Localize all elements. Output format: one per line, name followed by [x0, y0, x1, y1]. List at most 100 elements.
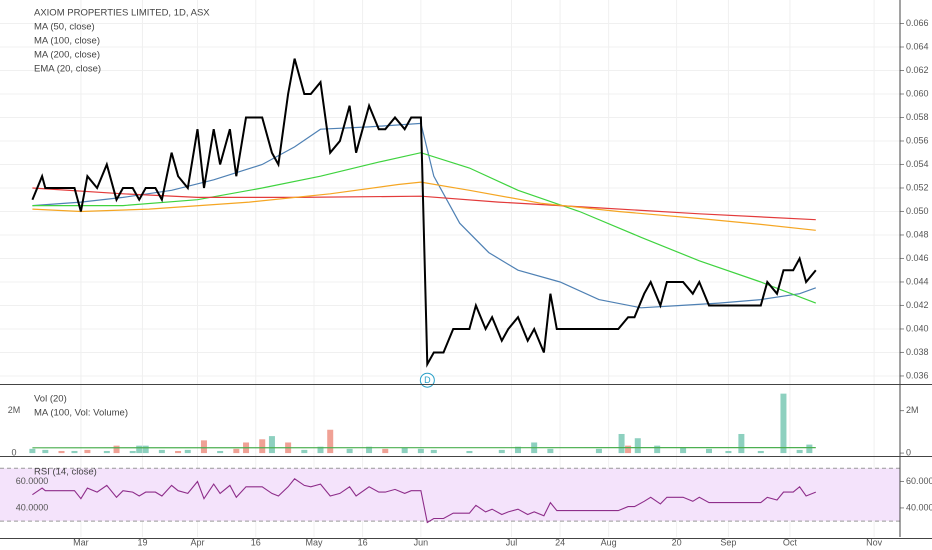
volume-bar [259, 439, 266, 454]
y-tick-label-left: 40.0000 [16, 502, 49, 512]
volume-bar [618, 433, 625, 454]
volume-bar [317, 446, 324, 454]
legend-entry: EMA (20, close) [34, 64, 101, 75]
volume-bar [233, 448, 240, 454]
y-tick-label: 0 [906, 447, 911, 457]
legend-entry: MA (50, close) [34, 22, 95, 33]
volume-bar [595, 448, 602, 454]
annotation-label: D [424, 375, 431, 385]
volume-bar [498, 449, 505, 454]
main-line [31, 58, 817, 368]
volume-bar [401, 447, 408, 454]
volume-bar [806, 444, 813, 454]
volume-bar [103, 450, 110, 454]
y-tick-label: 0.038 [906, 347, 929, 357]
y-tick-label: 0.046 [906, 253, 929, 263]
main-line [32, 478, 817, 524]
volume-bar [129, 450, 136, 454]
y-tick-label: 0.066 [906, 18, 929, 28]
x-tick-label: Sep [720, 537, 736, 547]
rsi-band [0, 468, 900, 522]
volume-bar [514, 446, 521, 454]
y-tick-label: 0.048 [906, 229, 929, 239]
y-tick-label-left: 0 [11, 447, 16, 457]
x-tick-label: Nov [866, 537, 883, 547]
volume-bar [780, 393, 787, 454]
volume-bar [58, 450, 65, 454]
volume-bar [217, 450, 224, 454]
ma-line [32, 187, 816, 221]
volume-bar [184, 449, 191, 454]
volume-bar [71, 450, 78, 454]
legend-entry: MA (100, close) [34, 36, 100, 47]
y-tick-label: 0.056 [906, 135, 929, 145]
y-tick-label: 0.064 [906, 41, 929, 51]
volume-bar [346, 448, 353, 454]
legend-entry: MA (200, close) [34, 50, 100, 61]
x-tick-label: May [306, 537, 324, 547]
y-tick-label: 0.054 [906, 159, 929, 169]
x-tick-label: Jul [506, 537, 518, 547]
y-tick-label: 0.036 [906, 370, 929, 380]
x-tick-label: Apr [190, 537, 204, 547]
volume-bar [430, 449, 437, 454]
x-tick-label: 19 [137, 537, 147, 547]
volume-bar [327, 429, 334, 454]
x-tick-label: 16 [251, 537, 261, 547]
panel-title: RSI (14, close) [34, 467, 97, 478]
y-tick-label: 0.052 [906, 182, 929, 192]
volume-bar [796, 449, 803, 454]
volume-bar [725, 450, 732, 454]
y-tick-label: 60.0000 [906, 476, 932, 486]
panel-title: AXIOM PROPERTIES LIMITED, 1D, ASX [34, 8, 210, 19]
panel-title: Vol (20) [34, 394, 67, 405]
x-tick-label: 24 [555, 537, 565, 547]
volume-bar [42, 449, 49, 454]
y-tick-label: 0.044 [906, 276, 929, 286]
volume-bar [175, 450, 182, 454]
x-tick-label: 20 [672, 537, 682, 547]
volume-bar [29, 448, 36, 454]
x-tick-label: 16 [358, 537, 368, 547]
y-tick-label: 0.050 [906, 206, 929, 216]
volume-bar [301, 449, 308, 454]
x-tick-label: Oct [783, 537, 798, 547]
volume-bar [705, 448, 712, 454]
volume-bar [158, 449, 165, 454]
volume-bar [200, 440, 207, 454]
y-tick-label-left: 2M [8, 405, 21, 415]
volume-bar [547, 448, 554, 454]
volume-bar [417, 448, 424, 454]
y-tick-label: 0.062 [906, 65, 929, 75]
annotation-marker [419, 372, 435, 388]
volume-bar [634, 438, 641, 454]
x-tick-label: Jun [414, 537, 429, 547]
volume-bar [738, 433, 745, 454]
volume-bar [466, 450, 473, 454]
y-tick-label: 0.058 [906, 112, 929, 122]
y-tick-label: 0.060 [906, 88, 929, 98]
x-tick-label: Mar [73, 537, 89, 547]
y-tick-label: 0.042 [906, 300, 929, 310]
ma-line [32, 122, 817, 309]
volume-bar [113, 445, 120, 454]
legend-entry: MA (100, Vol: Volume) [34, 408, 128, 419]
ma-line [32, 181, 816, 231]
volume-bar [142, 445, 149, 454]
volume-bar [382, 448, 389, 454]
volume-bar [268, 436, 275, 454]
volume-bar [654, 445, 661, 454]
volume-bar [680, 447, 687, 454]
volume-bar [136, 445, 143, 454]
x-tick-label: Aug [601, 537, 617, 547]
volume-bar [366, 446, 373, 454]
y-tick-label: 40.0000 [906, 502, 932, 512]
y-tick-label: 2M [906, 405, 919, 415]
volume-bar [84, 449, 91, 454]
volume-bar [625, 445, 632, 454]
volume-bar [757, 450, 764, 454]
y-tick-label: 0.040 [906, 323, 929, 333]
y-tick-label-left: 60.0000 [16, 476, 49, 486]
